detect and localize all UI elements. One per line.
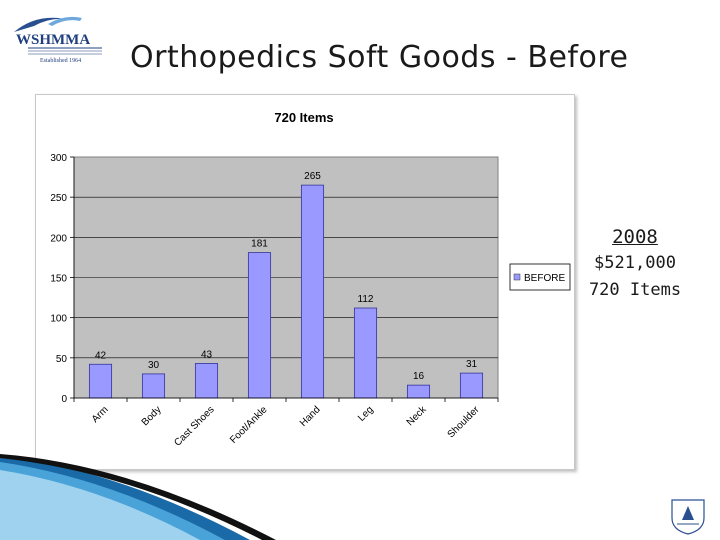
legend: BEFORE <box>509 263 571 291</box>
y-tick-label: 200 <box>50 233 67 244</box>
bar-chart: 720 Items 42 30 43 181 265 112 16 31 0 50 100 150 2… <box>50 110 571 449</box>
y-tick-label: 300 <box>50 153 67 164</box>
x-tick-label: Hand <box>298 404 323 429</box>
bar-3 <box>247 252 272 399</box>
x-tick-label: Shoulder <box>446 404 483 441</box>
bar-0 <box>88 363 113 399</box>
y-tick-label: 250 <box>50 193 67 204</box>
chart-title: 720 Items <box>274 110 333 125</box>
y-tick-label: 150 <box>50 274 67 285</box>
bar-layer <box>88 184 484 399</box>
logo-wave-icon <box>48 16 82 26</box>
bar-6 <box>406 384 431 399</box>
logo-swirl-icon <box>14 17 70 32</box>
logo-subtext: Established 1964 <box>40 58 81 64</box>
slide-title: Orthopedics Soft Goods - Before <box>130 40 629 75</box>
data-label: 112 <box>358 294 374 305</box>
legend-label: BEFORE <box>524 273 565 284</box>
bar-2 <box>194 363 219 399</box>
info-amount: $521,000 <box>594 253 676 273</box>
bar-5 <box>353 307 378 399</box>
seal-logo <box>671 499 705 535</box>
y-tick-label: 50 <box>56 354 68 365</box>
info-panel: 2008 $521,000 720 Items <box>580 224 690 304</box>
bar-1 <box>141 373 166 399</box>
x-tick-label: Body <box>140 404 164 428</box>
x-tick-label: Foot/Ankle <box>228 404 270 446</box>
x-tick-label: Cast Shoes <box>172 404 216 448</box>
data-label: 16 <box>413 371 425 382</box>
label-layer: 42 30 43 181 265 112 16 31 <box>95 171 478 382</box>
bar-4 <box>300 184 325 399</box>
wshmma-logo: WSHMMA Established 1964 <box>14 16 102 64</box>
chart-frame: 720 Items 42 30 43 181 265 112 16 31 0 50 100 150 2… <box>35 94 575 470</box>
y-tick-label: 0 <box>61 394 67 405</box>
y-tick-label: 100 <box>50 314 67 325</box>
grid-layer <box>74 196 498 359</box>
x-tick-label: Leg <box>356 404 376 424</box>
bar-7 <box>459 372 484 399</box>
data-label: 265 <box>304 171 321 182</box>
data-label: 43 <box>201 349 213 360</box>
data-label: 30 <box>148 360 160 371</box>
data-label: 181 <box>251 239 268 250</box>
x-tick-label: Neck <box>405 404 430 429</box>
data-label: 42 <box>95 350 107 361</box>
info-year: 2008 <box>612 226 658 248</box>
x-tick-label: Arm <box>90 404 111 425</box>
info-items: 720 Items <box>588 280 682 300</box>
data-label: 31 <box>466 359 478 370</box>
legend-swatch <box>513 273 521 281</box>
logo-text: WSHMMA <box>16 32 90 48</box>
decorative-swoosh <box>0 454 276 540</box>
